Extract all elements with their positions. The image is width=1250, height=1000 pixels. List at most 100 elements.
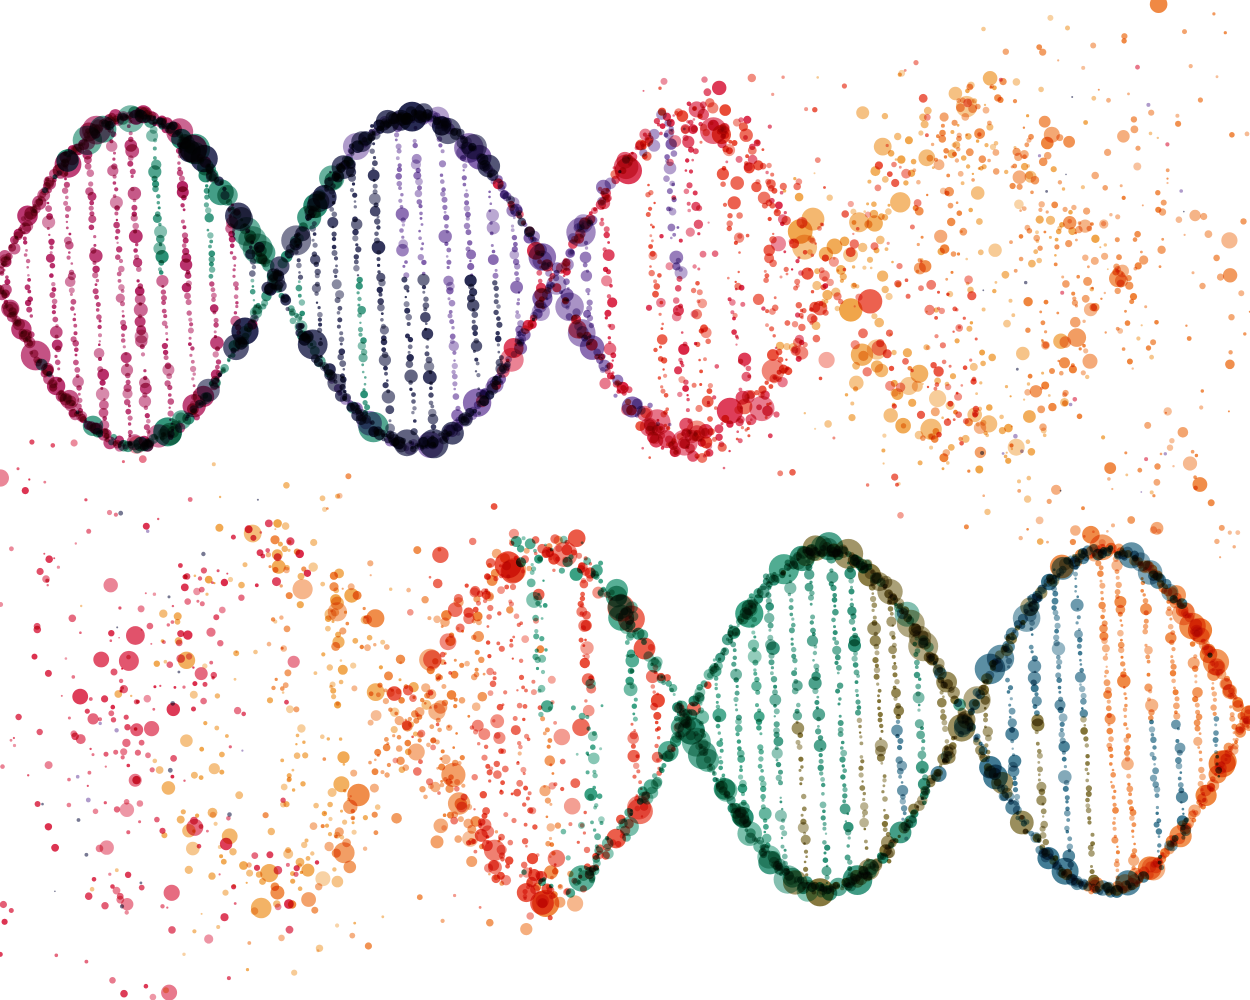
paint-dot <box>327 801 333 808</box>
paint-dot <box>156 275 169 288</box>
paint-dot <box>493 576 499 582</box>
paint-dot <box>623 682 638 697</box>
paint-dot <box>355 243 359 247</box>
paint-dot <box>273 519 282 528</box>
paint-dot <box>293 706 300 713</box>
paint-dot <box>139 382 152 395</box>
paint-dot <box>587 793 594 801</box>
paint-dot <box>1214 538 1220 545</box>
paint-dot <box>676 711 683 717</box>
paint-dot <box>1027 373 1033 379</box>
paint-dot <box>444 224 449 229</box>
paint-dot <box>451 373 458 380</box>
paint-dot <box>814 242 817 245</box>
paint-dot <box>489 680 497 688</box>
paint-dot <box>631 703 637 709</box>
paint-dot <box>202 681 208 687</box>
paint-dot <box>217 845 222 849</box>
paint-dot <box>392 734 396 738</box>
paint-dot <box>663 373 668 378</box>
paint-dot <box>353 265 360 272</box>
paint-dot <box>808 676 822 690</box>
paint-dot <box>703 357 707 362</box>
paint-dot <box>967 469 971 473</box>
paint-dot <box>486 221 500 235</box>
paint-dot <box>405 333 410 339</box>
paint-dot <box>975 139 980 143</box>
paint-dot <box>773 736 784 747</box>
paint-dot <box>1022 126 1026 129</box>
paint-dot <box>1234 740 1238 744</box>
paint-dot <box>476 373 481 378</box>
paint-dot <box>960 181 965 186</box>
paint-dot <box>87 713 99 725</box>
paint-dot <box>184 272 192 279</box>
paint-dot <box>227 359 231 363</box>
paint-dot <box>279 584 283 588</box>
paint-dot <box>1059 489 1062 492</box>
paint-dot <box>335 701 340 706</box>
paint-dot <box>496 343 500 347</box>
paint-dot <box>1045 190 1048 193</box>
paint-dot <box>890 379 898 387</box>
paint-dot <box>362 606 366 611</box>
paint-dot <box>952 418 956 421</box>
paint-dot <box>542 579 545 582</box>
paint-dot <box>340 376 347 383</box>
paint-dot <box>120 338 126 343</box>
paint-dot <box>447 297 451 301</box>
paint-dot <box>814 268 821 275</box>
paint-dot <box>50 325 63 339</box>
paint-dot <box>516 689 519 692</box>
paint-dot <box>930 362 937 369</box>
paint-dot <box>823 851 827 855</box>
paint-dot <box>208 261 214 267</box>
paint-dot <box>281 522 290 530</box>
paint-dot <box>544 755 556 766</box>
paint-dot <box>663 132 669 138</box>
paint-dot <box>771 187 778 194</box>
paint-dot <box>311 221 317 227</box>
paint-dot <box>440 149 445 154</box>
paint-dot <box>132 222 139 230</box>
paint-dot <box>768 628 772 632</box>
paint-dot <box>862 367 872 377</box>
paint-dot <box>94 294 99 300</box>
paint-dot <box>1011 313 1016 318</box>
paint-dot <box>411 735 414 739</box>
paint-dot <box>997 96 1004 103</box>
paint-dot <box>319 355 323 359</box>
paint-dot <box>1111 487 1114 491</box>
paint-dot <box>425 345 429 349</box>
paint-dot <box>767 433 773 439</box>
paint-dot <box>536 269 543 276</box>
paint-dot <box>49 245 54 250</box>
paint-dot <box>871 313 878 320</box>
paint-dot <box>1047 14 1054 21</box>
paint-dot <box>779 182 787 190</box>
paint-dot <box>586 314 594 322</box>
paint-dot <box>787 592 792 597</box>
paint-dot <box>541 305 545 310</box>
paint-dot <box>753 139 761 147</box>
paint-dot <box>1129 293 1138 301</box>
paint-dot <box>377 263 381 267</box>
paint-dot <box>885 208 892 215</box>
paint-dot <box>76 411 88 422</box>
paint-dot <box>918 130 924 136</box>
paint-dot <box>656 297 666 308</box>
paint-dot <box>1035 516 1044 525</box>
paint-dot <box>1033 249 1039 255</box>
paint-dot <box>152 707 156 711</box>
paint-dot <box>42 215 56 229</box>
paint-dot <box>805 873 809 877</box>
paint-dot <box>65 195 69 200</box>
paint-dot <box>934 316 938 320</box>
paint-dot <box>1100 543 1106 549</box>
paint-dot <box>125 144 140 158</box>
paint-dot <box>599 367 606 373</box>
paint-dot <box>494 293 499 298</box>
paint-dot <box>1009 395 1012 398</box>
paint-dot <box>128 773 142 787</box>
paint-dot <box>373 643 377 647</box>
